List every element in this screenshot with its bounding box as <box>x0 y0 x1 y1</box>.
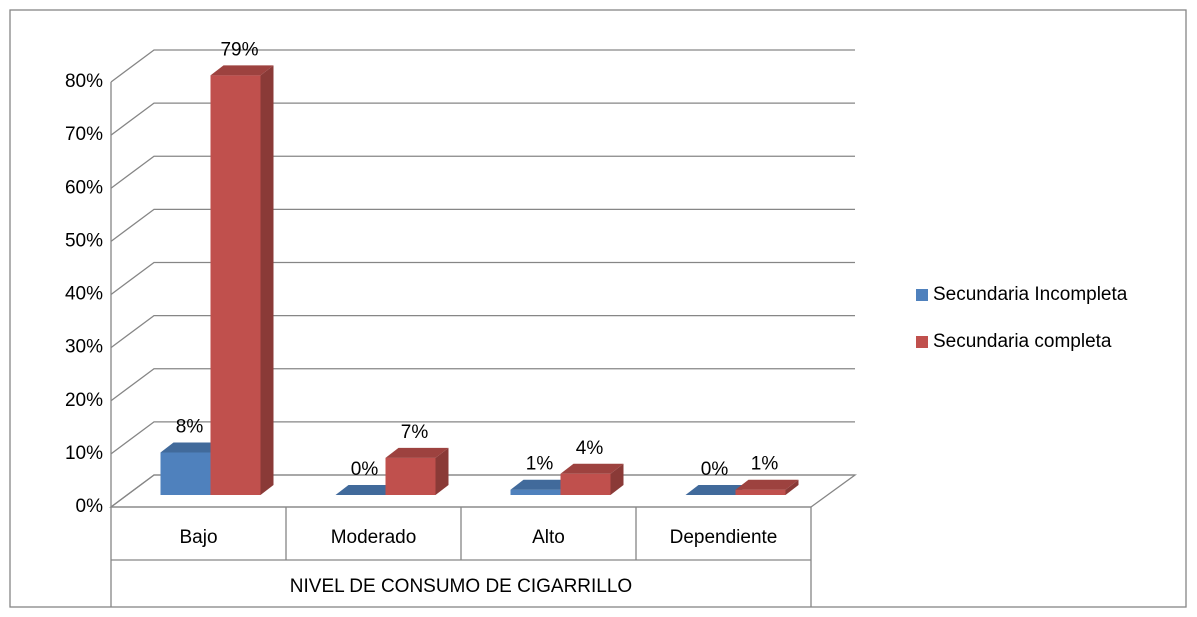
x-tick-label: Alto <box>532 527 565 548</box>
y-tick-label: 70% <box>65 124 103 145</box>
legend-label: Secundaria completa <box>933 331 1112 352</box>
bar-top <box>160 442 224 453</box>
data-label: 0% <box>351 459 379 480</box>
data-label: 79% <box>220 39 258 60</box>
legend-swatch <box>916 289 928 301</box>
grid-line <box>110 314 855 349</box>
bar <box>735 489 786 495</box>
bar <box>510 489 561 495</box>
bar <box>560 473 611 495</box>
bar-top <box>210 65 274 76</box>
bar-top <box>385 447 449 458</box>
y-tick-label: 60% <box>65 177 103 198</box>
bar-top <box>560 463 624 474</box>
x-tick-label: Bajo <box>179 527 217 548</box>
bar-side <box>260 65 274 495</box>
data-label: 1% <box>526 454 554 475</box>
grid-line <box>110 368 855 402</box>
data-label: 8% <box>176 417 204 438</box>
bar-top <box>510 479 574 490</box>
bar <box>210 75 261 495</box>
grid-line <box>110 155 855 189</box>
x-tick-label: Dependiente <box>670 527 778 548</box>
y-tick-label: 80% <box>65 71 103 92</box>
data-label: 0% <box>701 459 729 480</box>
bar-top <box>735 479 799 490</box>
legend-swatch <box>916 336 928 348</box>
chart-frame <box>9 9 1187 608</box>
y-tick-label: 50% <box>65 230 103 251</box>
data-label: 4% <box>576 438 604 459</box>
bar-side <box>435 447 449 495</box>
y-tick-label: 0% <box>76 496 104 517</box>
bar-top <box>335 485 399 495</box>
y-tick-label: 10% <box>65 443 103 464</box>
x-tick-label: Moderado <box>331 527 417 548</box>
y-tick-label: 40% <box>65 284 103 305</box>
grid-line <box>110 208 855 242</box>
data-label: 7% <box>401 422 429 443</box>
data-label: 1% <box>751 454 779 475</box>
bar-side <box>610 463 624 495</box>
bar-top <box>685 485 749 495</box>
y-tick-label: 20% <box>65 390 103 411</box>
grid-line <box>110 102 855 136</box>
bar <box>385 457 436 495</box>
bar-side <box>785 479 799 495</box>
grid-line <box>110 49 855 83</box>
bar <box>160 452 211 495</box>
y-tick-label: 30% <box>65 337 103 358</box>
legend-label: Secundaria Incompleta <box>933 284 1128 305</box>
x-axis-title: NIVEL DE CONSUMO DE CIGARRILLO <box>290 576 632 597</box>
grid-line <box>110 421 855 455</box>
grid-line <box>110 261 855 296</box>
